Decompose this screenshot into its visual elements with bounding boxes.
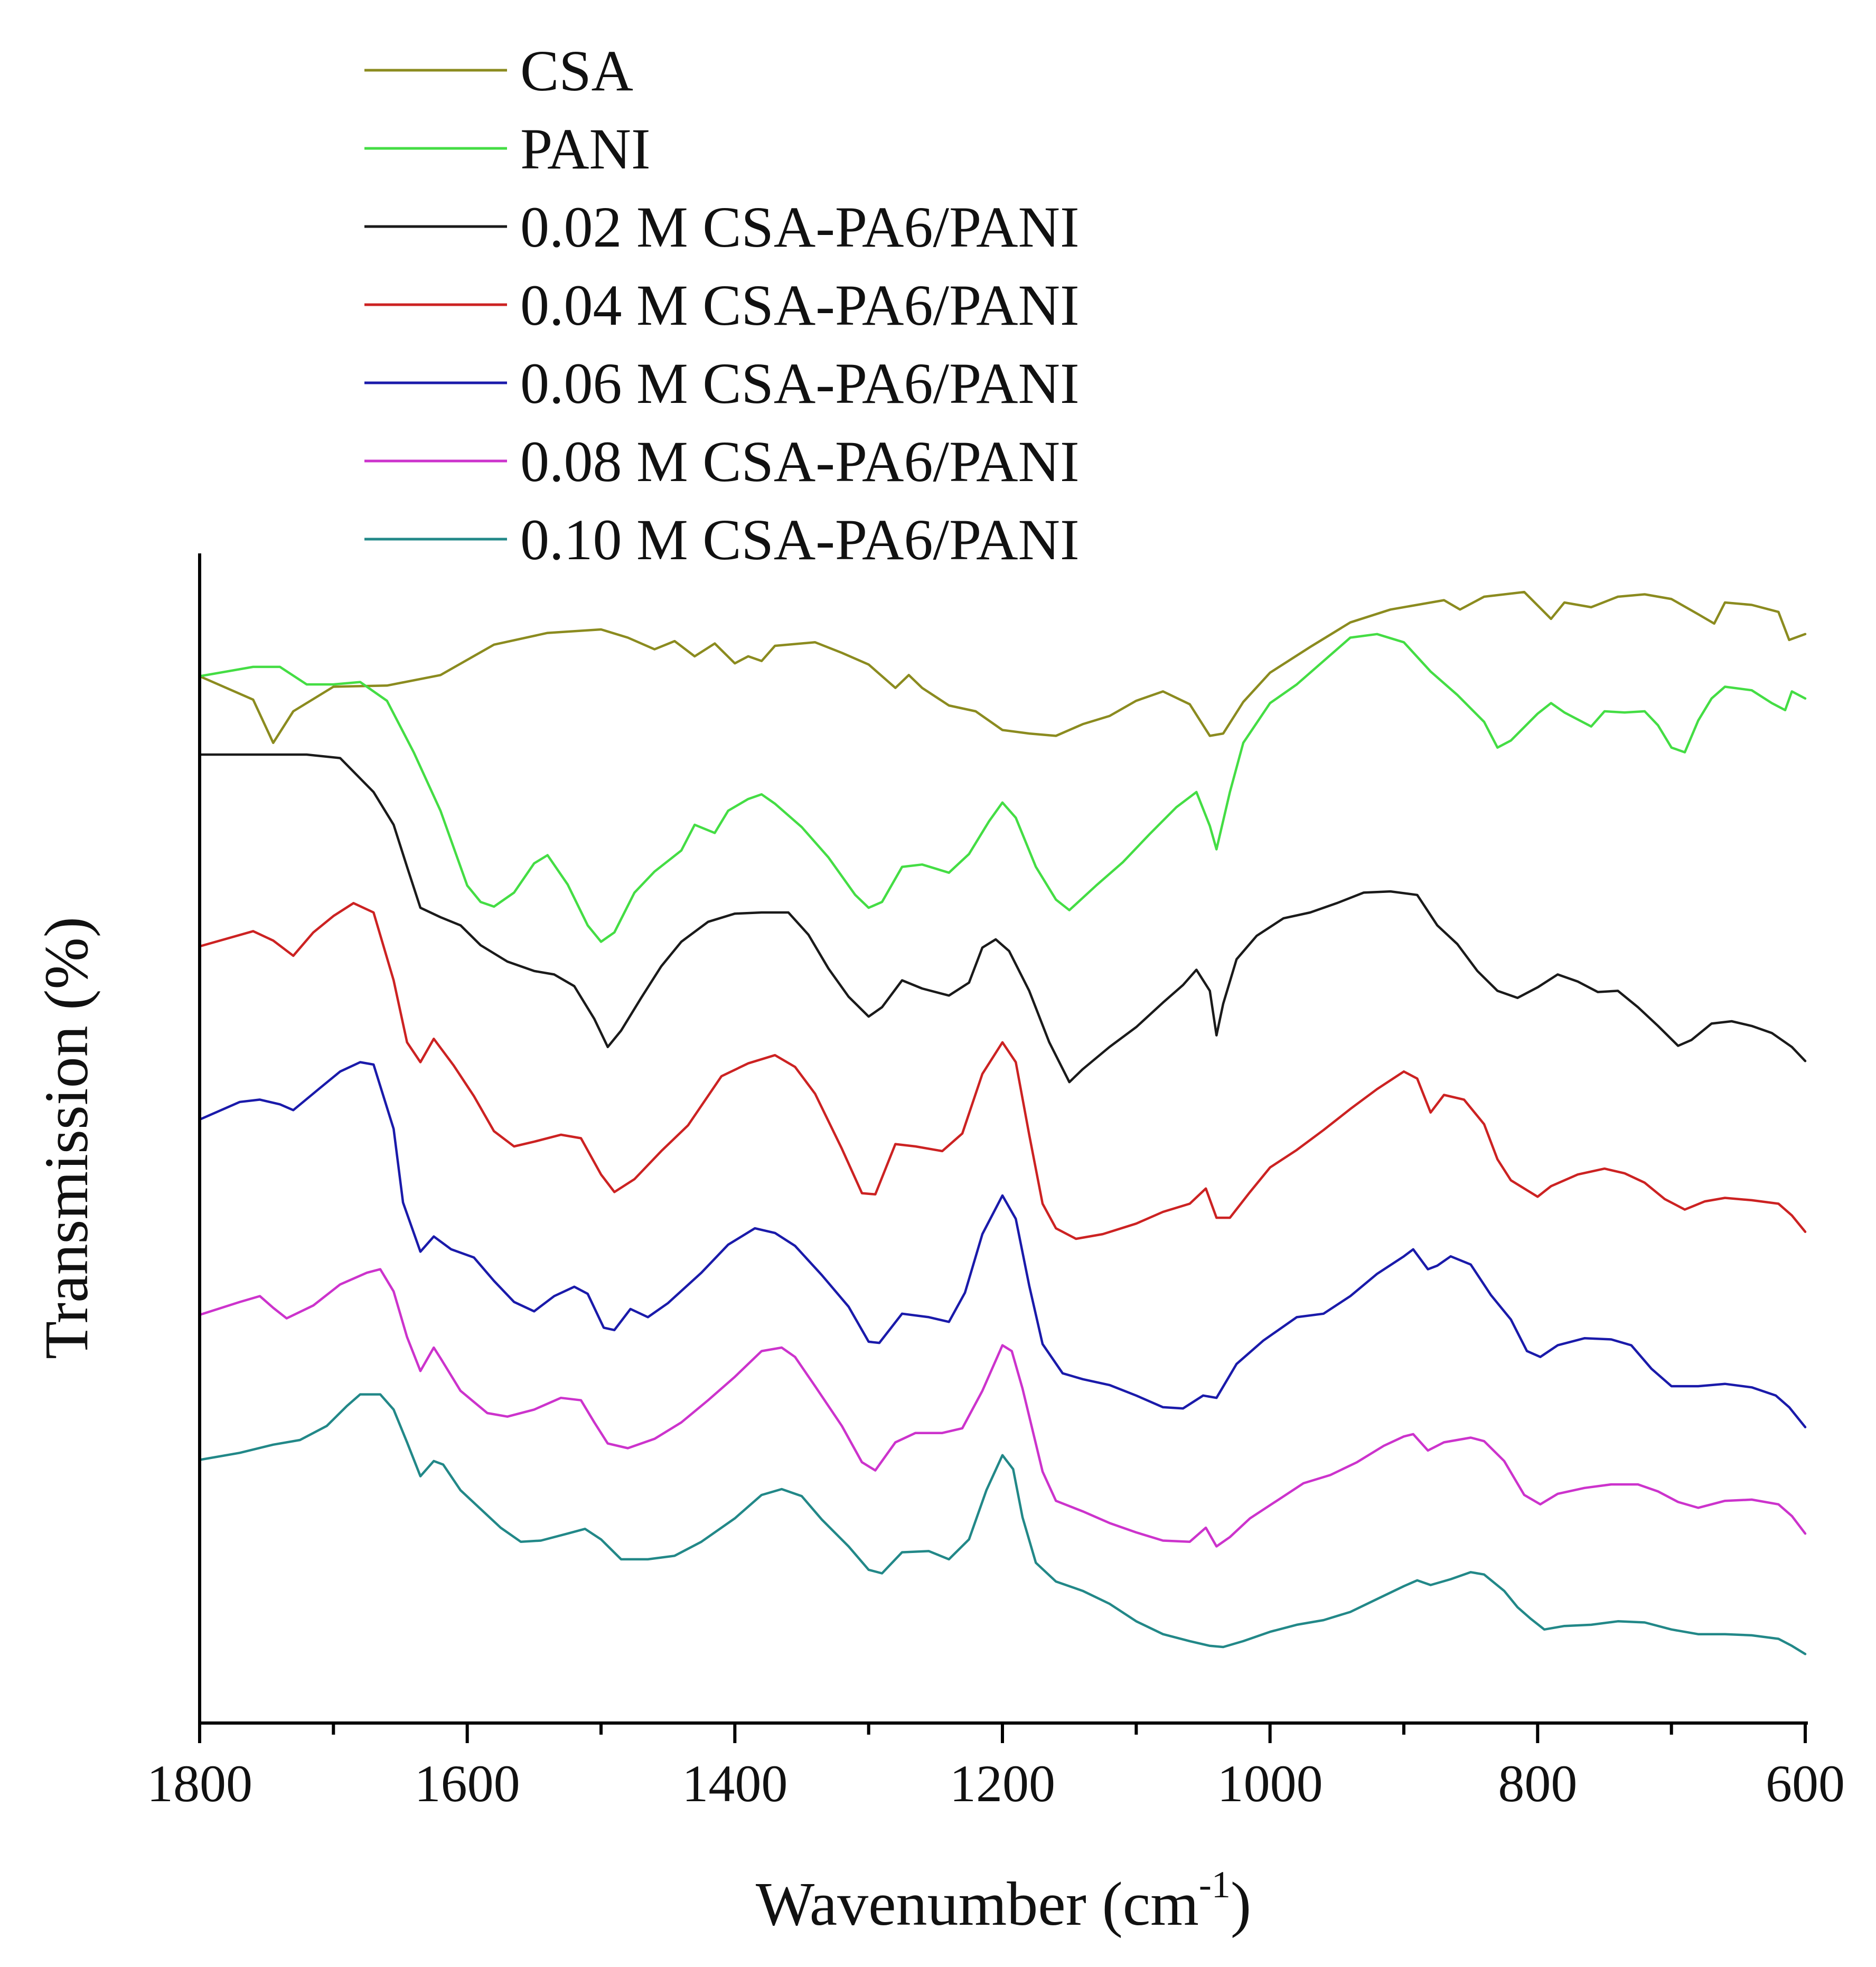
x-tick-label-1600: 1600 bbox=[415, 1754, 520, 1813]
series-line-3 bbox=[198, 753, 1807, 1084]
legend-label-4: 0.04 M CSA-PA6/PANI bbox=[520, 273, 1080, 337]
x-axis-title-sup: -1 bbox=[1199, 1864, 1231, 1906]
legend-label-2: PANI bbox=[520, 117, 651, 181]
x-axis-title: Wavenumber (cm-1) bbox=[756, 1864, 1251, 1938]
legend-label-3: 0.02 M CSA-PA6/PANI bbox=[520, 195, 1080, 259]
legend-label-5: 0.06 M CSA-PA6/PANI bbox=[520, 351, 1080, 416]
x-tick-label-800: 800 bbox=[1498, 1754, 1577, 1813]
series-line-6 bbox=[198, 1268, 1807, 1548]
x-tick-label-1200: 1200 bbox=[950, 1754, 1055, 1813]
x-ticks: 1800 1600 1400 1200 1000 800 600 bbox=[147, 1723, 1845, 1813]
series-line-7 bbox=[198, 1393, 1807, 1655]
legend-label-7: 0.10 M CSA-PA6/PANI bbox=[520, 507, 1080, 572]
plot-area: 1800 1600 1400 1200 1000 800 600 bbox=[147, 553, 1845, 1813]
x-tick-label-600: 600 bbox=[1766, 1754, 1845, 1813]
x-axis-title-main: Wavenumber (cm bbox=[756, 1869, 1199, 1938]
series-line-2 bbox=[198, 633, 1807, 943]
x-tick-label-1000: 1000 bbox=[1217, 1754, 1323, 1813]
legend-label-6: 0.08 M CSA-PA6/PANI bbox=[520, 429, 1080, 494]
x-tick-label-1800: 1800 bbox=[147, 1754, 252, 1813]
series-line-5 bbox=[198, 1061, 1807, 1428]
x-tick-label-1400: 1400 bbox=[682, 1754, 787, 1813]
y-axis-title: Transmission (%) bbox=[32, 917, 101, 1359]
series-layer bbox=[198, 590, 1807, 1655]
x-axis-title-close: ) bbox=[1231, 1869, 1251, 1938]
legend-label-1: CSA bbox=[520, 39, 633, 103]
legend: CSA PANI 0.02 M CSA-PA6/PANI 0.04 M CSA-PA6… bbox=[364, 39, 1080, 572]
series-line-4 bbox=[198, 902, 1807, 1240]
series-line-1 bbox=[198, 590, 1807, 745]
